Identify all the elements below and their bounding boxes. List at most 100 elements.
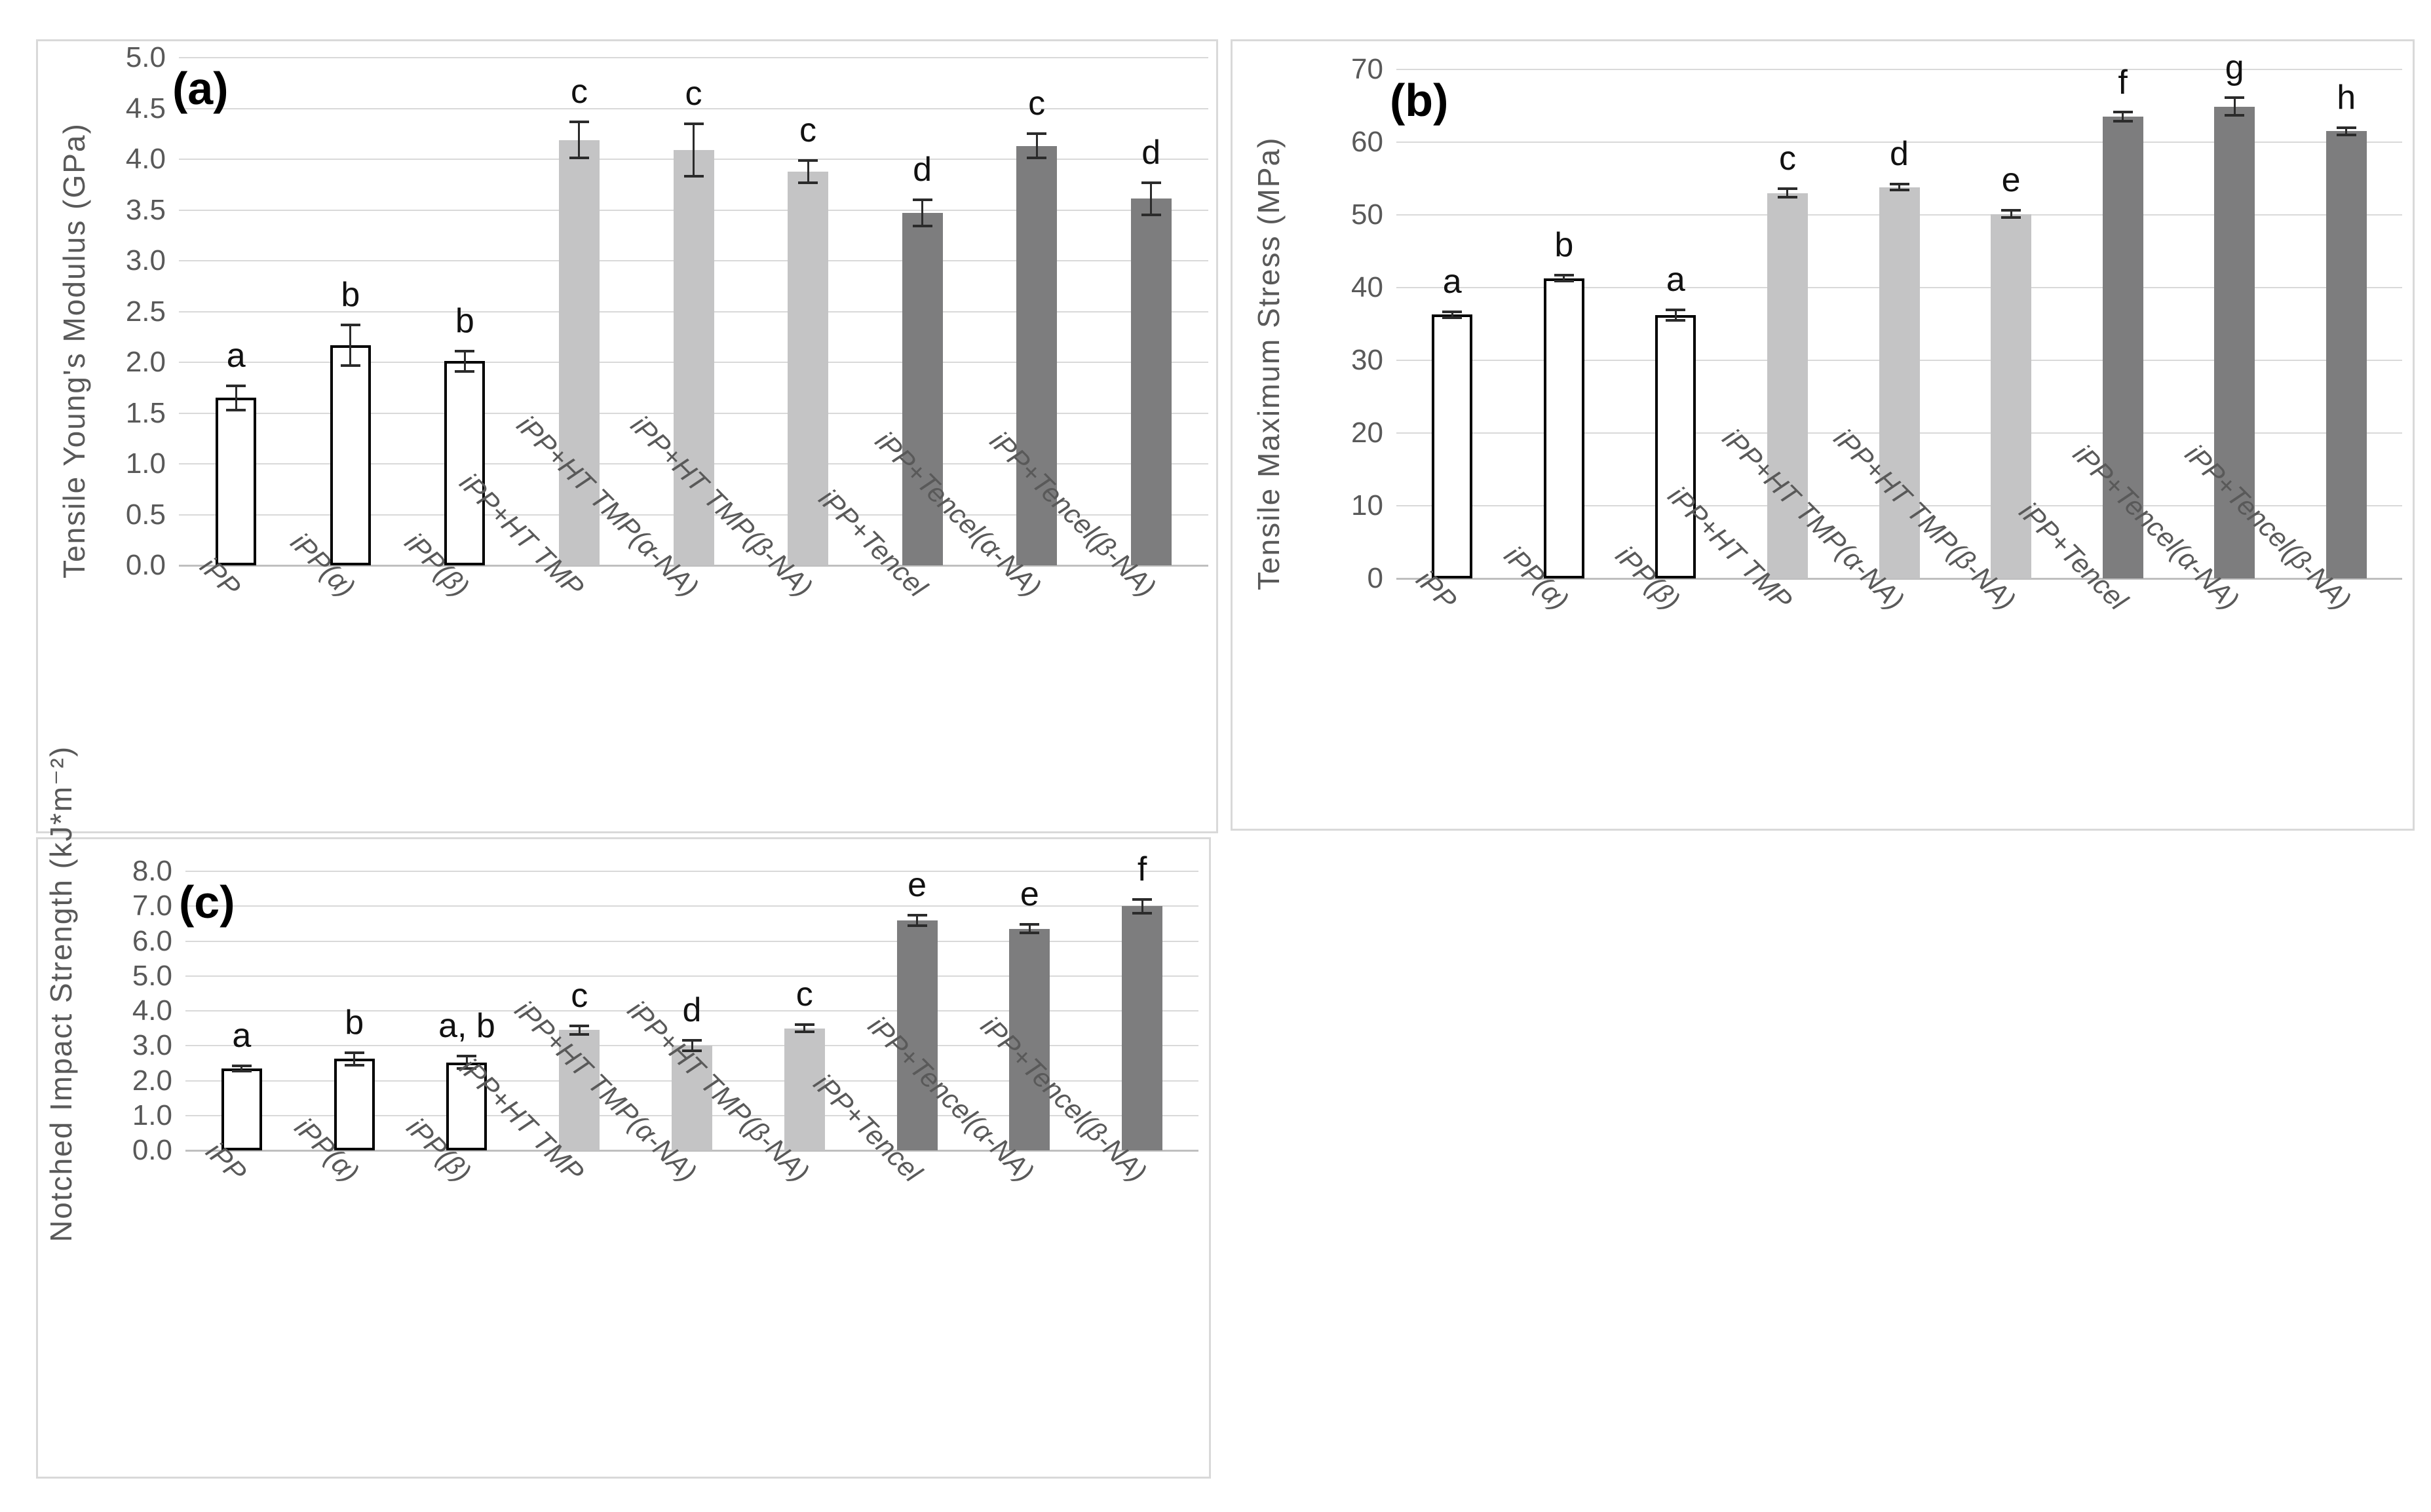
- chart-panel-b: 0 10 20 30 40 50 60 70 a iPP b iPP(α) a iPP(β) c iPP+HT…: [1231, 39, 2415, 831]
- error-bar-line: [803, 1025, 806, 1032]
- y-tick-label: 4.0: [125, 143, 166, 175]
- significance-letter: c: [799, 111, 817, 149]
- bar-iPP(β): [1655, 315, 1696, 578]
- error-bar-line: [691, 1040, 693, 1051]
- panel-letter: (a): [172, 63, 229, 114]
- y-tick-label: 6.0: [132, 924, 172, 957]
- error-bar-cap-bottom: [2113, 119, 2133, 123]
- error-bar-cap-bottom: [682, 1049, 702, 1053]
- gridline: [185, 940, 1198, 942]
- error-bar-line: [1786, 189, 1789, 198]
- significance-letter: c: [571, 976, 588, 1015]
- error-bar-cap-bottom: [569, 157, 589, 160]
- significance-letter: d: [1890, 135, 1909, 174]
- significance-letter: a: [1666, 261, 1685, 299]
- error-bar-cap-bottom: [569, 1032, 590, 1036]
- error-bar-line: [578, 121, 581, 159]
- gridline: [185, 975, 1198, 977]
- error-bar-cap-top: [231, 1065, 252, 1068]
- y-tick-label: 4.0: [132, 994, 172, 1027]
- error-bar-cap-bottom: [798, 181, 818, 184]
- significance-letter: a, b: [438, 1007, 495, 1046]
- y-tick-label: 20: [1351, 417, 1383, 449]
- panel-letter: (b): [1390, 75, 1449, 126]
- bar-iPP(α): [330, 345, 371, 565]
- significance-letter: f: [1137, 850, 1147, 888]
- error-bar-cap-bottom: [794, 1030, 814, 1033]
- error-bar-line: [463, 350, 466, 371]
- y-tick-label: 10: [1351, 489, 1383, 521]
- y-tick-label: 0.5: [125, 498, 166, 531]
- gridline: [179, 107, 1208, 109]
- error-bar-cap-top: [683, 122, 704, 125]
- y-tick-label: 3.5: [125, 193, 166, 226]
- y-tick-label: 0.0: [132, 1134, 172, 1166]
- bar-iPP(α): [1543, 278, 1584, 578]
- error-bar-cap-top: [1141, 181, 1161, 184]
- error-bar-line: [921, 200, 924, 227]
- y-tick-label: 4.5: [125, 92, 166, 124]
- error-bar-cap-top: [344, 1051, 364, 1054]
- significance-letter: g: [2225, 48, 2244, 87]
- error-bar-cap-top: [1666, 309, 1686, 312]
- y-tick-label: 30: [1351, 344, 1383, 376]
- bar-iPP+HT TMP(α-NA): [1879, 187, 1920, 578]
- error-bar-cap-top: [798, 159, 818, 162]
- error-bar-cap-top: [569, 1024, 590, 1027]
- significance-letter: e: [2001, 161, 2021, 200]
- gridline: [185, 1010, 1198, 1011]
- error-bar-cap-bottom: [1132, 911, 1153, 915]
- error-bar-line: [2345, 127, 2348, 135]
- significance-letter: b: [455, 301, 474, 340]
- gridline: [179, 57, 1208, 58]
- gridline: [1396, 69, 2402, 70]
- bar-iPP+Tencel(β-NA): [1130, 198, 1172, 565]
- y-tick-label: 5.0: [125, 41, 166, 73]
- y-tick-label: 2.0: [132, 1064, 172, 1097]
- error-bar-line: [1035, 134, 1038, 159]
- error-bar-cap-bottom: [1020, 932, 1040, 935]
- error-bar-line: [235, 385, 237, 410]
- bar-iPP+HT TMP(α-NA): [672, 1046, 712, 1150]
- bar-iPP+Tencel(α-NA): [1009, 928, 1050, 1150]
- error-bar-cap-top: [569, 120, 589, 123]
- bar-iPP+Tencel(β-NA): [1122, 906, 1163, 1150]
- bar-iPP+Tencel(α-NA): [2214, 106, 2255, 578]
- plot-area: 0 10 20 30 40 50 60 70 a iPP b iPP(α) a iPP(β) c iPP+HT…: [1351, 50, 2402, 616]
- chart-panel-c: 0.0 1.0 2.0 3.0 4.0 5.0 6.0 7.0 8.0 a iPP b iPP(α) a,…: [36, 746, 1211, 1479]
- error-bar-cap-top: [682, 1039, 702, 1042]
- error-bar-cap-top: [1442, 310, 1463, 313]
- significance-letter: e: [1020, 875, 1039, 914]
- error-bar-line: [240, 1066, 243, 1071]
- y-tick-label: 2.5: [125, 295, 166, 328]
- significance-letter: c: [685, 74, 702, 113]
- error-bar-cap-bottom: [455, 369, 475, 373]
- error-bar-cap-bottom: [1141, 214, 1161, 217]
- error-bar-line: [465, 1056, 468, 1069]
- error-bar-cap-bottom: [2001, 216, 2021, 219]
- y-tick-label: 70: [1351, 53, 1383, 85]
- bar-iPP+HT TMP(β-NA): [784, 1028, 825, 1150]
- error-bar-cap-bottom: [231, 1069, 252, 1072]
- bar-iPP+Tencel: [902, 213, 943, 565]
- significance-letter: h: [2337, 78, 2356, 117]
- error-bar-cap-top: [2113, 111, 2133, 114]
- x-axis-line: [179, 565, 1208, 567]
- error-bar-cap-top: [1020, 923, 1040, 926]
- significance-letter: b: [345, 1003, 364, 1042]
- y-tick-label: 50: [1351, 198, 1383, 231]
- error-bar-line: [353, 1052, 356, 1066]
- error-bar-cap-top: [2001, 209, 2021, 212]
- error-bar-cap-top: [1027, 132, 1047, 136]
- y-tick-label: 3.0: [132, 1029, 172, 1062]
- significance-letter: c: [1778, 140, 1796, 178]
- y-axis-title: Tensile Maximum Stress (MPa): [1252, 136, 1286, 590]
- y-tick-label: 40: [1351, 271, 1383, 303]
- significance-letter: e: [908, 865, 927, 904]
- error-bar-line: [693, 123, 695, 177]
- y-tick-label: 2.0: [125, 346, 166, 378]
- error-bar-cap-bottom: [2336, 133, 2356, 136]
- significance-letter: b: [1554, 226, 1574, 265]
- error-bar-cap-bottom: [1554, 280, 1574, 282]
